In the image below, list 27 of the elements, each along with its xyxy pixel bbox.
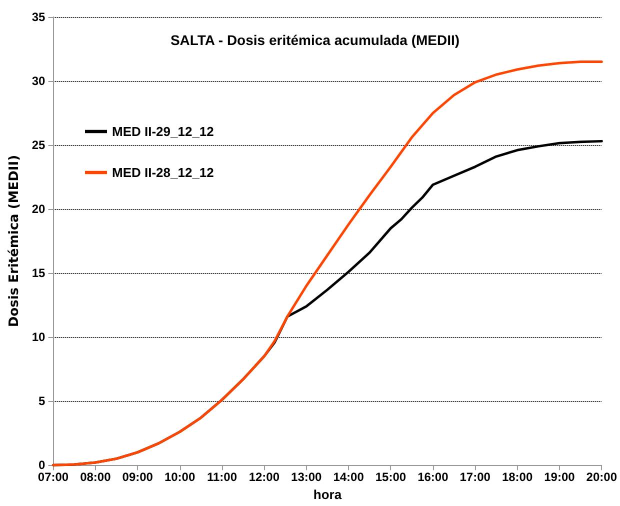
x-tick-label: 16:00 [418,470,449,484]
y-tick-label: 10 [32,330,46,344]
y-tick-label: 20 [32,202,46,216]
y-tick-label: 30 [32,74,46,88]
x-tick-label: 20:00 [586,470,618,484]
x-tick-label: 18:00 [502,470,533,484]
x-tick-label: 14:00 [333,470,364,484]
x-axis-title: hora [313,487,342,502]
x-tick-label: 10:00 [164,470,196,484]
y-tick-label: 35 [32,10,46,24]
x-tick-label: 07:00 [38,470,69,484]
x-tick-label: 09:00 [122,470,154,484]
x-tick-label: 13:00 [291,470,322,484]
x-tick-label: 11:00 [206,470,238,484]
x-tick-label: 08:00 [80,470,112,484]
x-tick-label: 12:00 [248,470,280,484]
x-tick-label: 15:00 [375,470,406,484]
x-tick-label: 17:00 [460,470,491,484]
y-tick-label: 5 [38,394,46,408]
y-tick-label: 0 [38,458,46,472]
legend-label: MED II-28_12_12 [112,165,214,180]
x-tick-label: 19:00 [544,470,576,484]
text: SALTA - Dosis eritémica acumulada (MEDII) [170,32,460,48]
y-axis-title: Dosis Eritémica (MEDII) [7,154,22,328]
legend-label: MED II-29_12_12 [112,124,214,139]
y-tick-label: 15 [32,266,46,280]
y-tick-label: 25 [32,138,46,152]
